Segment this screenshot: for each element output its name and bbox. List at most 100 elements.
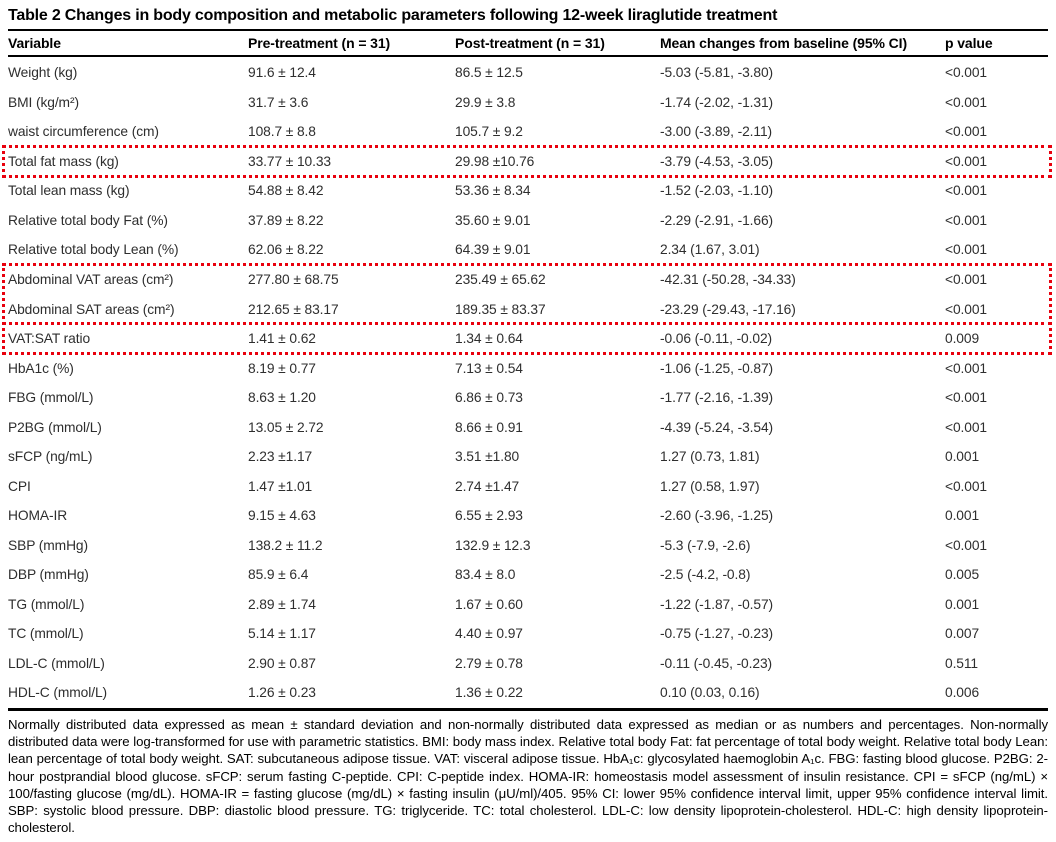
cell-variable: Total lean mass (kg) — [8, 183, 130, 199]
cell-pre-treatment: 2.90 ± 0.87 — [248, 655, 316, 671]
cell-p-value: <0.001 — [945, 390, 987, 406]
table-row: TG (mmol/L) 2.89 ± 1.74 1.67 ± 0.60 -1.2… — [8, 590, 1048, 620]
table-row: BMI (kg/m²) 31.7 ± 3.6 29.9 ± 3.8 -1.74 … — [8, 88, 1048, 118]
cell-variable: VAT:SAT ratio — [8, 331, 91, 347]
cell-p-value: <0.001 — [945, 360, 987, 376]
table-row: HDL-C (mmol/L) 1.26 ± 0.23 1.36 ± 0.22 0… — [8, 678, 1048, 708]
cell-pre-treatment: 212.65 ± 83.17 — [248, 301, 339, 317]
cell-mean-change: 2.34 (1.67, 3.01) — [660, 242, 760, 258]
cell-post-treatment: 86.5 ± 12.5 — [455, 65, 523, 81]
cell-variable: HOMA-IR — [8, 508, 68, 524]
cell-post-treatment: 2.74 ±1.47 — [455, 478, 520, 494]
table-body: Weight (kg) 91.6 ± 12.4 86.5 ± 12.5 -5.0… — [8, 58, 1048, 708]
cell-p-value: 0.006 — [945, 685, 980, 701]
cell-variable: P2BG (mmol/L) — [8, 419, 102, 435]
cell-mean-change: 1.27 (0.73, 1.81) — [660, 449, 760, 465]
cell-variable: SBP (mmHg) — [8, 537, 89, 553]
column-header-variable: Variable — [8, 35, 61, 51]
cell-post-treatment: 7.13 ± 0.54 — [455, 360, 523, 376]
table-row: Relative total body Lean (%) 62.06 ± 8.2… — [8, 235, 1048, 265]
cell-post-treatment: 189.35 ± 83.37 — [455, 301, 546, 317]
cell-post-treatment: 35.60 ± 9.01 — [455, 212, 531, 228]
cell-post-treatment: 1.67 ± 0.60 — [455, 596, 523, 612]
cell-post-treatment: 235.49 ± 65.62 — [455, 271, 546, 287]
table-row: P2BG (mmol/L) 13.05 ± 2.72 8.66 ± 0.91 -… — [8, 412, 1048, 442]
table-row: DBP (mmHg) 85.9 ± 6.4 83.4 ± 8.0 -2.5 (-… — [8, 560, 1048, 590]
cell-pre-treatment: 108.7 ± 8.8 — [248, 124, 316, 140]
table-row: Relative total body Fat (%) 37.89 ± 8.22… — [8, 206, 1048, 236]
cell-mean-change: -1.74 (-2.02, -1.31) — [660, 94, 774, 110]
cell-pre-treatment: 33.77 ± 10.33 — [248, 153, 331, 169]
table-row: Abdominal SAT areas (cm²) 212.65 ± 83.17… — [8, 294, 1048, 324]
cell-pre-treatment: 85.9 ± 6.4 — [248, 567, 309, 583]
cell-p-value: 0.001 — [945, 449, 980, 465]
cell-variable: LDL-C (mmol/L) — [8, 655, 105, 671]
table-header-row: Variable Pre-treatment (n = 31) Post-tre… — [8, 31, 1048, 55]
cell-variable: Relative total body Lean (%) — [8, 242, 179, 258]
table-row: sFCP (ng/mL) 2.23 ±1.17 3.51 ±1.80 1.27 … — [8, 442, 1048, 472]
cell-p-value: <0.001 — [945, 271, 987, 287]
cell-post-treatment: 8.66 ± 0.91 — [455, 419, 523, 435]
cell-mean-change: -2.60 (-3.96, -1.25) — [660, 508, 774, 524]
cell-pre-treatment: 1.47 ±1.01 — [248, 478, 313, 494]
cell-variable: HbA1c (%) — [8, 360, 74, 376]
cell-mean-change: -5.3 (-7.9, -2.6) — [660, 537, 751, 553]
cell-pre-treatment: 8.63 ± 1.20 — [248, 390, 316, 406]
cell-pre-treatment: 37.89 ± 8.22 — [248, 212, 324, 228]
column-header-post-treatment: Post-treatment (n = 31) — [455, 35, 605, 51]
cell-pre-treatment: 1.41 ± 0.62 — [248, 331, 316, 347]
cell-mean-change: -1.52 (-2.03, -1.10) — [660, 183, 774, 199]
cell-p-value: <0.001 — [945, 94, 987, 110]
cell-variable: DBP (mmHg) — [8, 567, 89, 583]
cell-pre-treatment: 8.19 ± 0.77 — [248, 360, 316, 376]
cell-mean-change: -3.79 (-4.53, -3.05) — [660, 153, 774, 169]
cell-pre-treatment: 9.15 ± 4.63 — [248, 508, 316, 524]
cell-post-treatment: 53.36 ± 8.34 — [455, 183, 531, 199]
table-title: Table 2 Changes in body composition and … — [8, 7, 778, 24]
bottom-rule — [8, 708, 1048, 711]
cell-pre-treatment: 277.80 ± 68.75 — [248, 271, 339, 287]
cell-mean-change: -1.22 (-1.87, -0.57) — [660, 596, 774, 612]
table-row: HbA1c (%) 8.19 ± 0.77 7.13 ± 0.54 -1.06 … — [8, 353, 1048, 383]
table-row: VAT:SAT ratio 1.41 ± 0.62 1.34 ± 0.64 -0… — [8, 324, 1048, 354]
cell-post-treatment: 1.36 ± 0.22 — [455, 685, 523, 701]
cell-variable: CPI — [8, 478, 31, 494]
cell-variable: TC (mmol/L) — [8, 626, 84, 642]
top-rule — [8, 29, 1048, 31]
cell-post-treatment: 83.4 ± 8.0 — [455, 567, 516, 583]
cell-post-treatment: 105.7 ± 9.2 — [455, 124, 523, 140]
cell-variable: sFCP (ng/mL) — [8, 449, 93, 465]
cell-p-value: <0.001 — [945, 419, 987, 435]
cell-mean-change: -0.75 (-1.27, -0.23) — [660, 626, 774, 642]
cell-pre-treatment: 54.88 ± 8.42 — [248, 183, 324, 199]
cell-variable: Abdominal SAT areas (cm²) — [8, 301, 175, 317]
table-row: CPI 1.47 ±1.01 2.74 ±1.47 1.27 (0.58, 1.… — [8, 471, 1048, 501]
column-header-p-value: p value — [945, 35, 993, 51]
cell-post-treatment: 3.51 ±1.80 — [455, 449, 520, 465]
table-row: TC (mmol/L) 5.14 ± 1.17 4.40 ± 0.97 -0.7… — [8, 619, 1048, 649]
cell-mean-change: -23.29 (-29.43, -17.16) — [660, 301, 796, 317]
cell-mean-change: 0.10 (0.03, 0.16) — [660, 685, 760, 701]
cell-variable: HDL-C (mmol/L) — [8, 685, 108, 701]
cell-pre-treatment: 5.14 ± 1.17 — [248, 626, 316, 642]
column-header-mean-changes: Mean changes from baseline (95% CI) — [660, 35, 908, 51]
table-row: Total fat mass (kg) 33.77 ± 10.33 29.98 … — [8, 147, 1048, 177]
table-row: HOMA-IR 9.15 ± 4.63 6.55 ± 2.93 -2.60 (-… — [8, 501, 1048, 531]
cell-post-treatment: 29.9 ± 3.8 — [455, 94, 516, 110]
cell-pre-treatment: 138.2 ± 11.2 — [248, 537, 323, 553]
cell-post-treatment: 132.9 ± 12.3 — [455, 537, 531, 553]
cell-pre-treatment: 62.06 ± 8.22 — [248, 242, 324, 258]
cell-variable: TG (mmol/L) — [8, 596, 85, 612]
cell-p-value: 0.001 — [945, 508, 980, 524]
table-row: SBP (mmHg) 138.2 ± 11.2 132.9 ± 12.3 -5.… — [8, 531, 1048, 561]
table-footnote: Normally distributed data expressed as m… — [8, 717, 1048, 836]
cell-p-value: <0.001 — [945, 153, 987, 169]
column-header-pre-treatment: Pre-treatment (n = 31) — [248, 35, 391, 51]
table-row: Weight (kg) 91.6 ± 12.4 86.5 ± 12.5 -5.0… — [8, 58, 1048, 88]
cell-mean-change: 1.27 (0.58, 1.97) — [660, 478, 760, 494]
cell-variable: Weight (kg) — [8, 65, 78, 81]
cell-p-value: <0.001 — [945, 212, 987, 228]
cell-post-treatment: 29.98 ±10.76 — [455, 153, 535, 169]
cell-p-value: <0.001 — [945, 537, 987, 553]
